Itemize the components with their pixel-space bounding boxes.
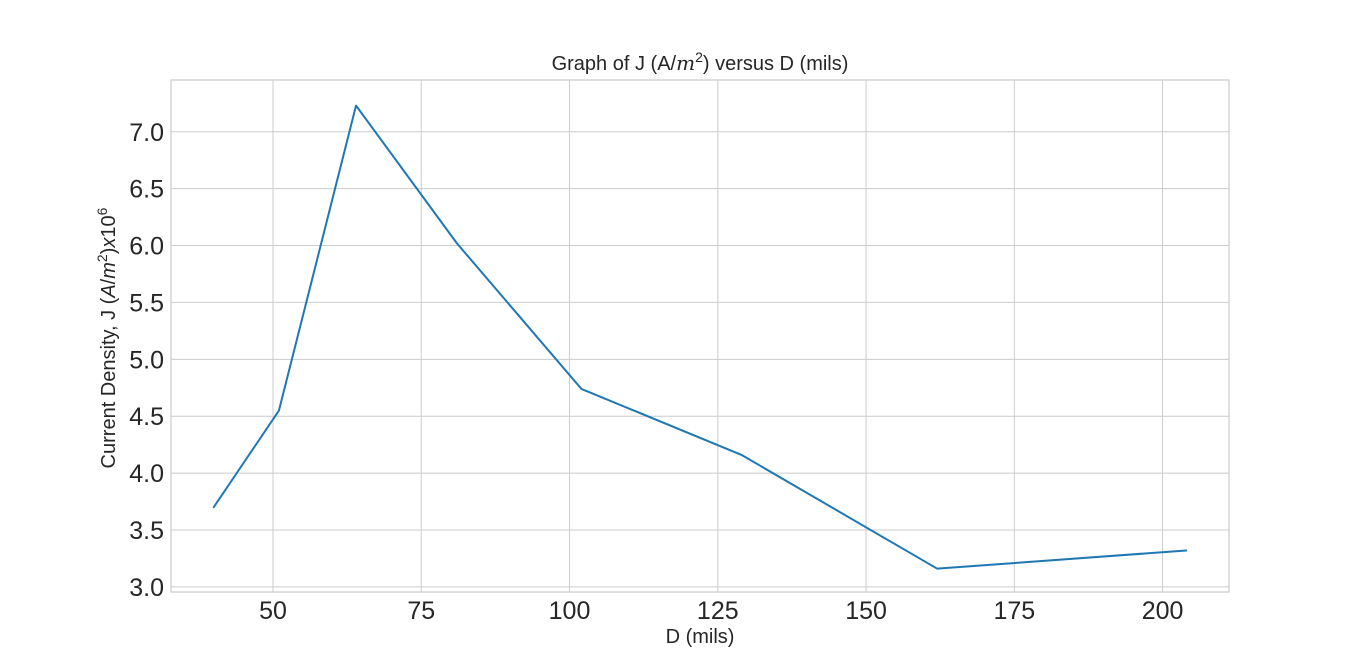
grid-lines [171, 80, 1229, 592]
y-axis-label: Current Density, J (A/m2)x106 [94, 207, 120, 468]
x-tick-label: 125 [697, 597, 739, 625]
y-tick-label: 5.0 [129, 346, 164, 374]
x-tick-label: 100 [549, 597, 591, 625]
plot-frame [170, 79, 1230, 593]
y-tick-label: 4.5 [129, 403, 164, 431]
y-tick-label: 5.5 [129, 289, 164, 317]
series-line [212, 104, 1188, 570]
x-tick-label: 150 [845, 597, 887, 625]
x-tick-labels: 50 75 100 125 150 175 200 [259, 597, 1183, 625]
y-tick-labels: 3.0 3.5 4.0 4.5 5.0 5.5 6.0 6.5 7.0 [129, 119, 164, 602]
x-axis-label: D (mils) [666, 626, 735, 648]
y-tick-label: 6.0 [129, 233, 164, 261]
y-tick-label: 3.5 [129, 517, 164, 545]
y-tick-label: 7.0 [129, 119, 164, 147]
series-layer [212, 104, 1188, 570]
y-tick-label: 4.0 [129, 460, 164, 488]
y-tick-label: 3.0 [129, 574, 164, 602]
y-tick-label: 6.5 [129, 176, 164, 204]
chart-title: Graph of J (A/m2) versus D (mils) [552, 49, 849, 75]
x-tick-label: 175 [993, 597, 1035, 625]
x-tick-label: 200 [1142, 597, 1184, 625]
x-tick-label: 75 [407, 597, 435, 625]
x-tick-label: 50 [259, 597, 287, 625]
